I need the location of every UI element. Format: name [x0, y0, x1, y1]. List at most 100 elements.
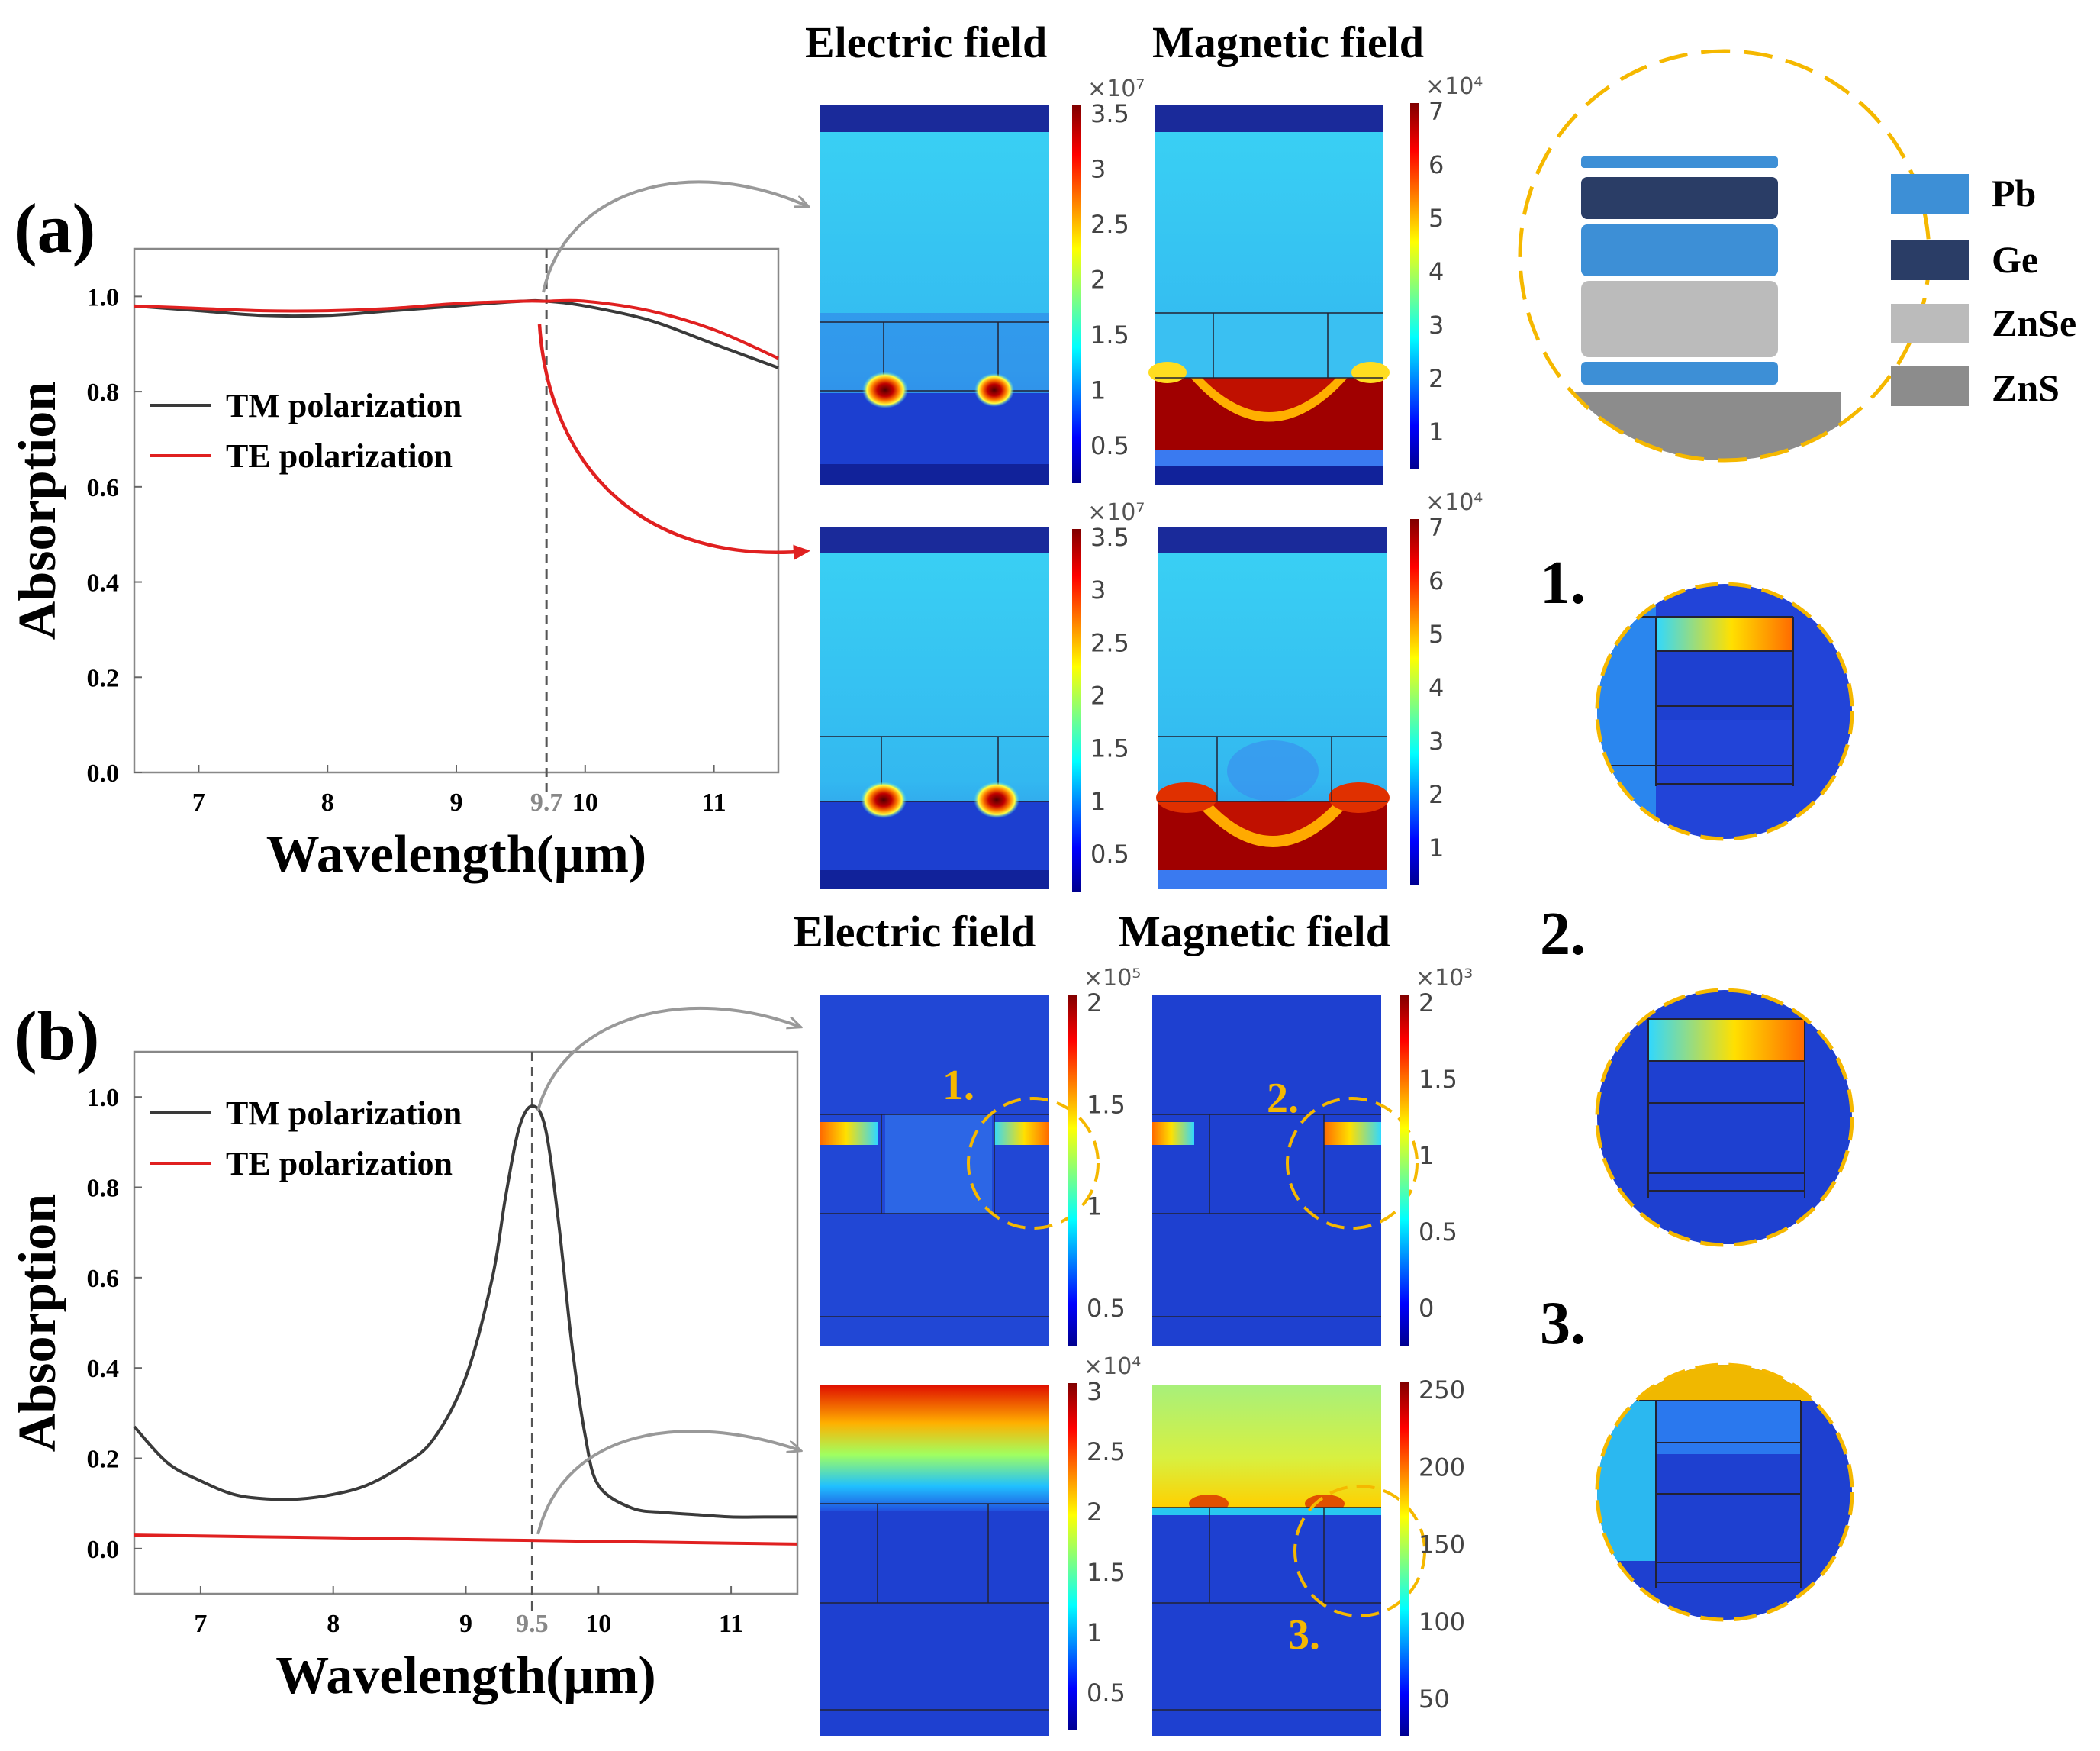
map-callout-2: 2. — [1267, 1075, 1299, 1122]
y-axis-label: Absorption — [8, 382, 67, 640]
series-line-te — [134, 298, 779, 360]
y-tick-label: 0.6 — [87, 1265, 120, 1293]
colorbar-tick: 2.5 — [1087, 1437, 1126, 1466]
colorbar — [1072, 105, 1081, 483]
colorbar-tick: 1 — [1428, 418, 1444, 447]
field-map-a-magnetic-tm — [1148, 105, 1390, 485]
series-line-te — [134, 1533, 798, 1546]
legend-label: TM polarization — [226, 387, 462, 424]
colorbar-tick: 1 — [1090, 787, 1106, 816]
colorbar-tick: 3 — [1090, 155, 1106, 184]
arrow-b-te — [536, 1430, 800, 1535]
colorbar-tick: 6 — [1428, 150, 1444, 179]
colorbar-tick: 2 — [1090, 682, 1106, 711]
colorbar — [1400, 995, 1409, 1346]
legend-label-znse: ZnSe — [1992, 302, 2076, 344]
y-tick-label: 0.4 — [87, 1355, 120, 1383]
field-map-b-magnetic-tm: 2. — [1152, 995, 1419, 1346]
y-tick-label: 1.0 — [87, 1084, 120, 1112]
arrow-b-tm — [536, 1006, 800, 1111]
colorbar-tick: 2 — [1428, 780, 1444, 809]
zoom-label-1: 1. — [1540, 550, 1586, 617]
colorbar-multiplier: ×10³ — [1416, 965, 1473, 992]
x-tick-label: 10 — [572, 788, 598, 817]
map-callout-1: 1. — [942, 1062, 974, 1109]
x-tick-label: 11 — [702, 788, 726, 817]
colorbar-tick: 0.5 — [1087, 1678, 1126, 1707]
arrow-a-tm — [542, 180, 807, 293]
colorbar-tick: 5 — [1428, 620, 1444, 649]
map-callout-3: 3. — [1288, 1611, 1320, 1659]
chart-a: 7 8 9 10 11 0.0 0.2 0.4 0.6 0.8 1.0 Wavelength(μm) A… — [8, 247, 780, 884]
zoom-label-2: 2. — [1540, 901, 1586, 968]
colorbar-multiplier: ×10⁷ — [1087, 76, 1145, 102]
y-tick-label: 0.6 — [87, 474, 120, 502]
series-line-tm — [134, 298, 779, 369]
x-tick-label: 8 — [327, 1610, 340, 1638]
colorbar-tick: 3 — [1428, 727, 1444, 756]
panel-a-label: (a) — [14, 189, 95, 267]
colorbar-tick: 1 — [1087, 1618, 1102, 1647]
field-map-a-electric-tm — [820, 105, 1049, 485]
colorbar-tick: 250 — [1419, 1375, 1465, 1404]
colorbars: ×10⁷3.532.521.510.5×10⁴7654321×10⁷3.532.… — [1068, 73, 1483, 1736]
colorbar-tick: 150 — [1419, 1530, 1465, 1559]
y-axis-label: Absorption — [8, 1194, 67, 1452]
colorbar-tick: 0.5 — [1087, 1294, 1126, 1323]
colorbar-tick: 200 — [1419, 1453, 1465, 1482]
x-tick-label: 11 — [719, 1610, 743, 1638]
legend-label: TE polarization — [226, 437, 453, 475]
colorbar — [1400, 1382, 1409, 1736]
y-tick-label: 0.2 — [87, 1446, 120, 1474]
field-map-a-electric-te — [820, 527, 1049, 889]
colorbar-tick: 2 — [1419, 988, 1434, 1017]
colorbar-tick: 1 — [1419, 1141, 1434, 1170]
colorbar-tick: 100 — [1419, 1608, 1465, 1637]
x-tick-label: 8 — [321, 788, 334, 817]
legend-swatch-zns — [1891, 366, 1969, 406]
legend-swatch-pb — [1891, 174, 1969, 214]
zoom-label-3: 3. — [1540, 1290, 1586, 1357]
colorbar-multiplier: ×10⁵ — [1084, 965, 1141, 992]
y-tick-label: 0.8 — [87, 1175, 120, 1203]
legend-label-ge: Ge — [1992, 238, 2038, 281]
colorbar-tick: 7 — [1428, 513, 1444, 542]
colorbar-tick: 3 — [1090, 576, 1106, 605]
colorbar-tick: 3 — [1087, 1377, 1102, 1406]
x-tick-label: 9 — [459, 1610, 472, 1638]
colorbar-multiplier: ×10⁴ — [1425, 489, 1483, 516]
colorbar-tick: 1.5 — [1090, 734, 1129, 763]
arrow-a-te — [537, 324, 810, 560]
colorbar — [1410, 103, 1419, 469]
legend-label-zns: ZnS — [1992, 366, 2060, 409]
colorbar-tick: 1.5 — [1087, 1090, 1126, 1119]
colorbar-tick: 7 — [1428, 97, 1444, 126]
colorbar — [1068, 995, 1077, 1346]
colorbar-tick: 2.5 — [1090, 628, 1129, 657]
colorbar-tick: 2 — [1090, 266, 1106, 295]
header-electric-b: Electric field — [794, 907, 1036, 956]
colorbar-tick: 2.5 — [1090, 210, 1129, 239]
colorbar-tick: 2 — [1087, 1498, 1102, 1527]
series-line-tm — [133, 1104, 797, 1519]
x-tick-label: 10 — [585, 1610, 611, 1638]
colorbar-tick: 5 — [1428, 204, 1444, 233]
zoom-circle-3 — [1595, 1362, 1854, 1622]
colorbar-multiplier: ×10⁷ — [1087, 499, 1145, 526]
colorbar-tick: 1 — [1090, 376, 1106, 405]
legend-label: TM polarization — [226, 1095, 462, 1132]
plot-frame — [133, 247, 780, 774]
colorbar-tick: 3.5 — [1090, 99, 1129, 128]
colorbar-tick: 50 — [1419, 1685, 1450, 1714]
marker-label: 9.7 — [530, 788, 563, 817]
colorbar-tick: 1.5 — [1087, 1558, 1126, 1587]
colorbar — [1068, 1383, 1077, 1730]
colorbar — [1072, 529, 1081, 892]
y-tick-label: 0.0 — [87, 759, 120, 788]
colorbar-tick: 4 — [1428, 257, 1444, 286]
legend-label-pb: Pb — [1992, 172, 2036, 214]
colorbar-tick: 1.5 — [1419, 1065, 1457, 1094]
y-tick-label: 0.0 — [87, 1536, 120, 1564]
colorbar-tick: 0.5 — [1419, 1217, 1457, 1246]
